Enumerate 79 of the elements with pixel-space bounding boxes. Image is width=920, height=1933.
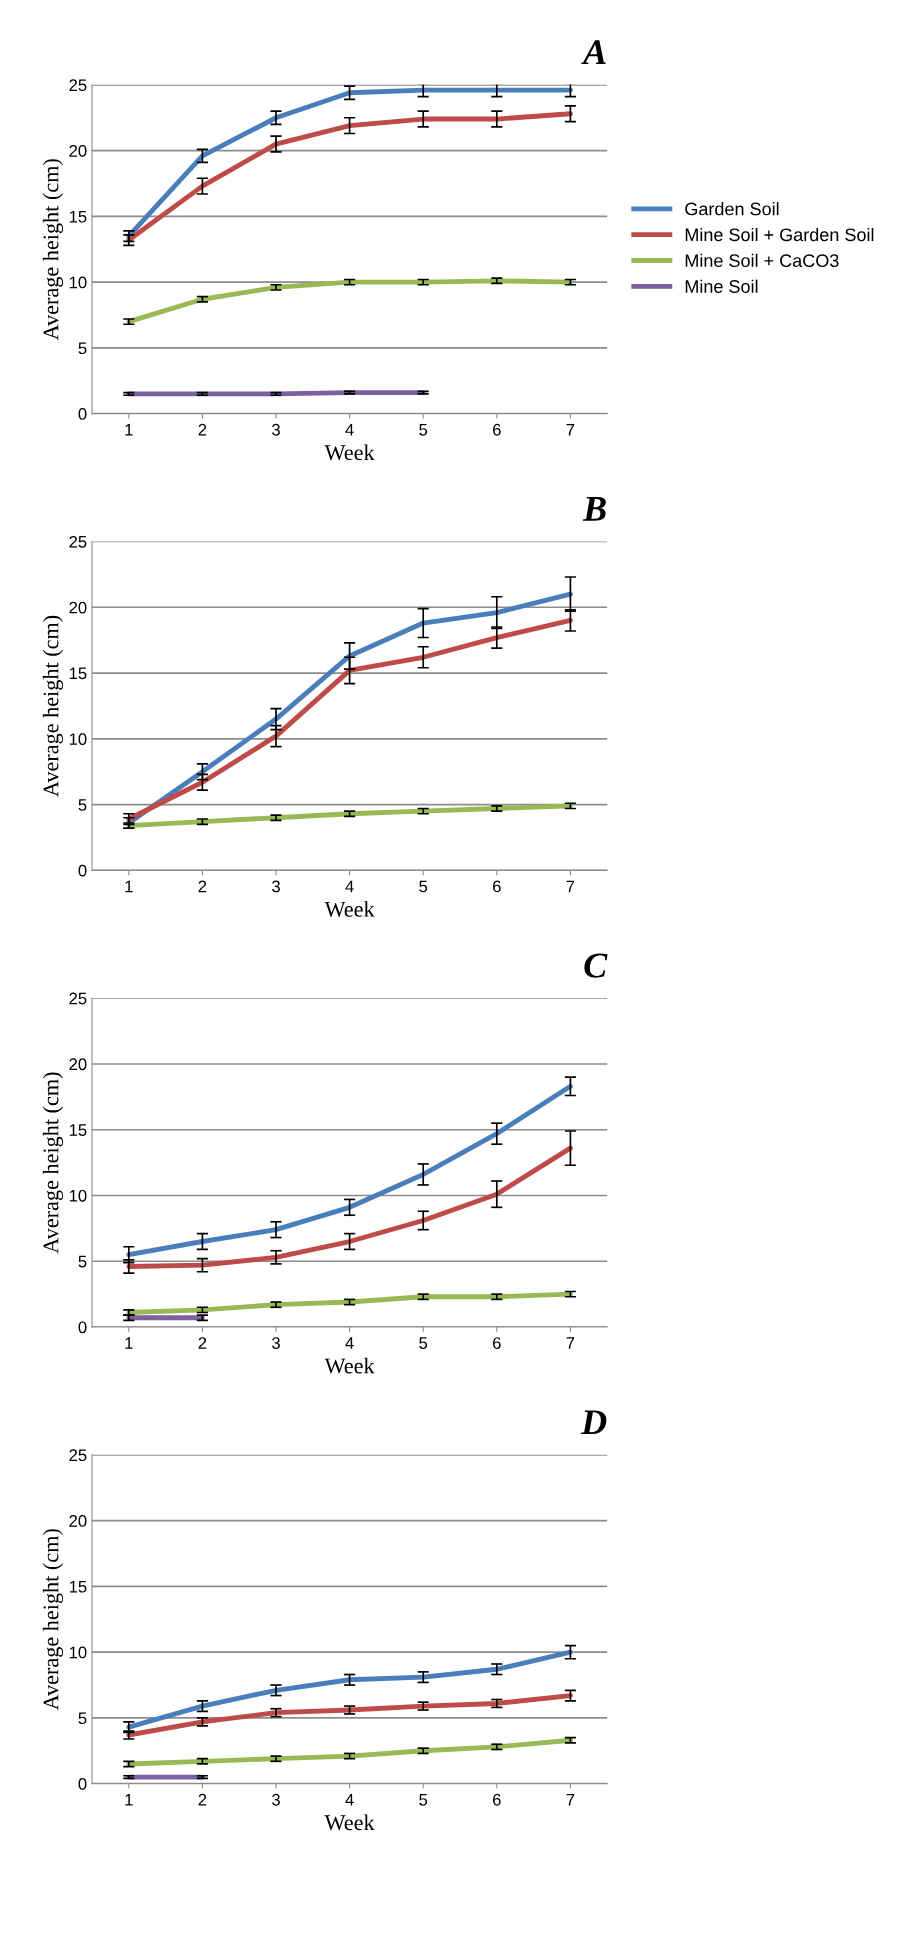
y-tick-label: 25: [69, 1449, 87, 1462]
y-tick-label: 0: [78, 1778, 87, 1790]
y-tick-label: 5: [78, 1712, 87, 1725]
y-tick-label: 15: [69, 667, 87, 680]
y-tick-label: 0: [78, 864, 87, 877]
line-series: [126, 111, 573, 243]
chart-title: C: [584, 953, 608, 978]
legend-label: Mine Soil: [685, 279, 758, 293]
x-tick-label: 1: [125, 1337, 133, 1349]
y-axis-title: Average height (cm): [42, 1529, 64, 1711]
x-axis-title: Week: [324, 901, 375, 917]
line-series: [126, 87, 573, 239]
x-tick-label: 1: [125, 424, 133, 436]
line-series: [126, 1145, 573, 1269]
x-tick-label: 3: [272, 423, 280, 436]
y-tick-label: 25: [69, 535, 87, 548]
x-tick-label: 6: [493, 1793, 501, 1806]
x-tick-label: 5: [419, 1337, 428, 1349]
line-series: [126, 803, 573, 829]
chart-title: D: [580, 1410, 607, 1435]
x-tick-label: 3: [272, 1337, 280, 1349]
x-tick-label: 3: [272, 1793, 280, 1806]
y-tick-label: 20: [69, 1515, 87, 1527]
y-tick-label: 10: [69, 1189, 87, 1202]
line-series: [126, 1083, 573, 1258]
x-tick-label: 6: [493, 880, 501, 893]
y-tick-label: 15: [69, 1580, 87, 1593]
x-tick-label: 7: [566, 1337, 575, 1349]
y-tick-label: 25: [69, 79, 87, 92]
x-tick-label: 2: [198, 423, 207, 436]
y-tick-label: 10: [69, 733, 87, 746]
x-tick-label: 3: [272, 880, 280, 893]
x-axis-title: Week: [324, 444, 375, 461]
chart-title: A: [581, 40, 606, 65]
x-tick-label: 2: [198, 1793, 207, 1806]
x-tick-label: 2: [198, 1337, 207, 1349]
x-tick-label: 5: [419, 880, 428, 893]
y-tick-label: 10: [69, 1646, 87, 1659]
chart-title: B: [582, 497, 606, 521]
x-tick-label: 6: [493, 423, 501, 436]
y-axis-title: Average height (cm): [42, 1072, 64, 1254]
x-tick-label: 2: [198, 880, 207, 893]
line-series: [126, 1649, 573, 1730]
y-tick-label: 5: [78, 799, 87, 811]
x-tick-label: 7: [566, 424, 575, 436]
x-tick-label: 7: [566, 880, 575, 893]
y-tick-label: 15: [69, 210, 87, 223]
line-series: [126, 1737, 573, 1767]
y-axis-title: Average height (cm): [42, 615, 64, 797]
legend-label: Mine Soil + CaCO3: [685, 253, 839, 268]
x-tick-label: 5: [419, 424, 428, 436]
line-series: [126, 1291, 573, 1315]
line-series: [126, 618, 573, 822]
y-tick-label: 20: [69, 1058, 87, 1071]
x-tick-label: 7: [566, 1794, 575, 1806]
y-tick-label: 25: [69, 992, 87, 1005]
y-tick-label: 20: [69, 145, 87, 157]
y-tick-label: 5: [78, 342, 87, 355]
x-tick-label: 4: [345, 1794, 354, 1806]
x-tick-label: 6: [493, 1337, 501, 1349]
x-axis-title: Week: [324, 1814, 375, 1831]
y-tick-label: 0: [78, 408, 87, 420]
x-tick-label: 4: [345, 1337, 354, 1349]
y-tick-label: 5: [78, 1255, 87, 1268]
x-tick-label: 4: [345, 424, 354, 436]
legend-label: Garden Soil: [685, 202, 779, 216]
line-series: [126, 278, 573, 325]
x-tick-label: 4: [345, 880, 354, 893]
y-tick-label: 0: [78, 1321, 87, 1334]
line-series: [126, 1693, 573, 1738]
x-tick-label: 5: [419, 1794, 428, 1806]
x-axis-title: Week: [324, 1357, 375, 1374]
y-tick-label: 15: [69, 1124, 87, 1136]
y-tick-label: 20: [69, 601, 87, 614]
y-axis-title: Average height (cm): [42, 159, 64, 341]
y-tick-label: 10: [69, 276, 87, 289]
legend-label: Mine Soil + Garden Soil: [685, 227, 874, 242]
x-tick-label: 1: [125, 880, 133, 893]
x-tick-label: 1: [125, 1794, 133, 1806]
